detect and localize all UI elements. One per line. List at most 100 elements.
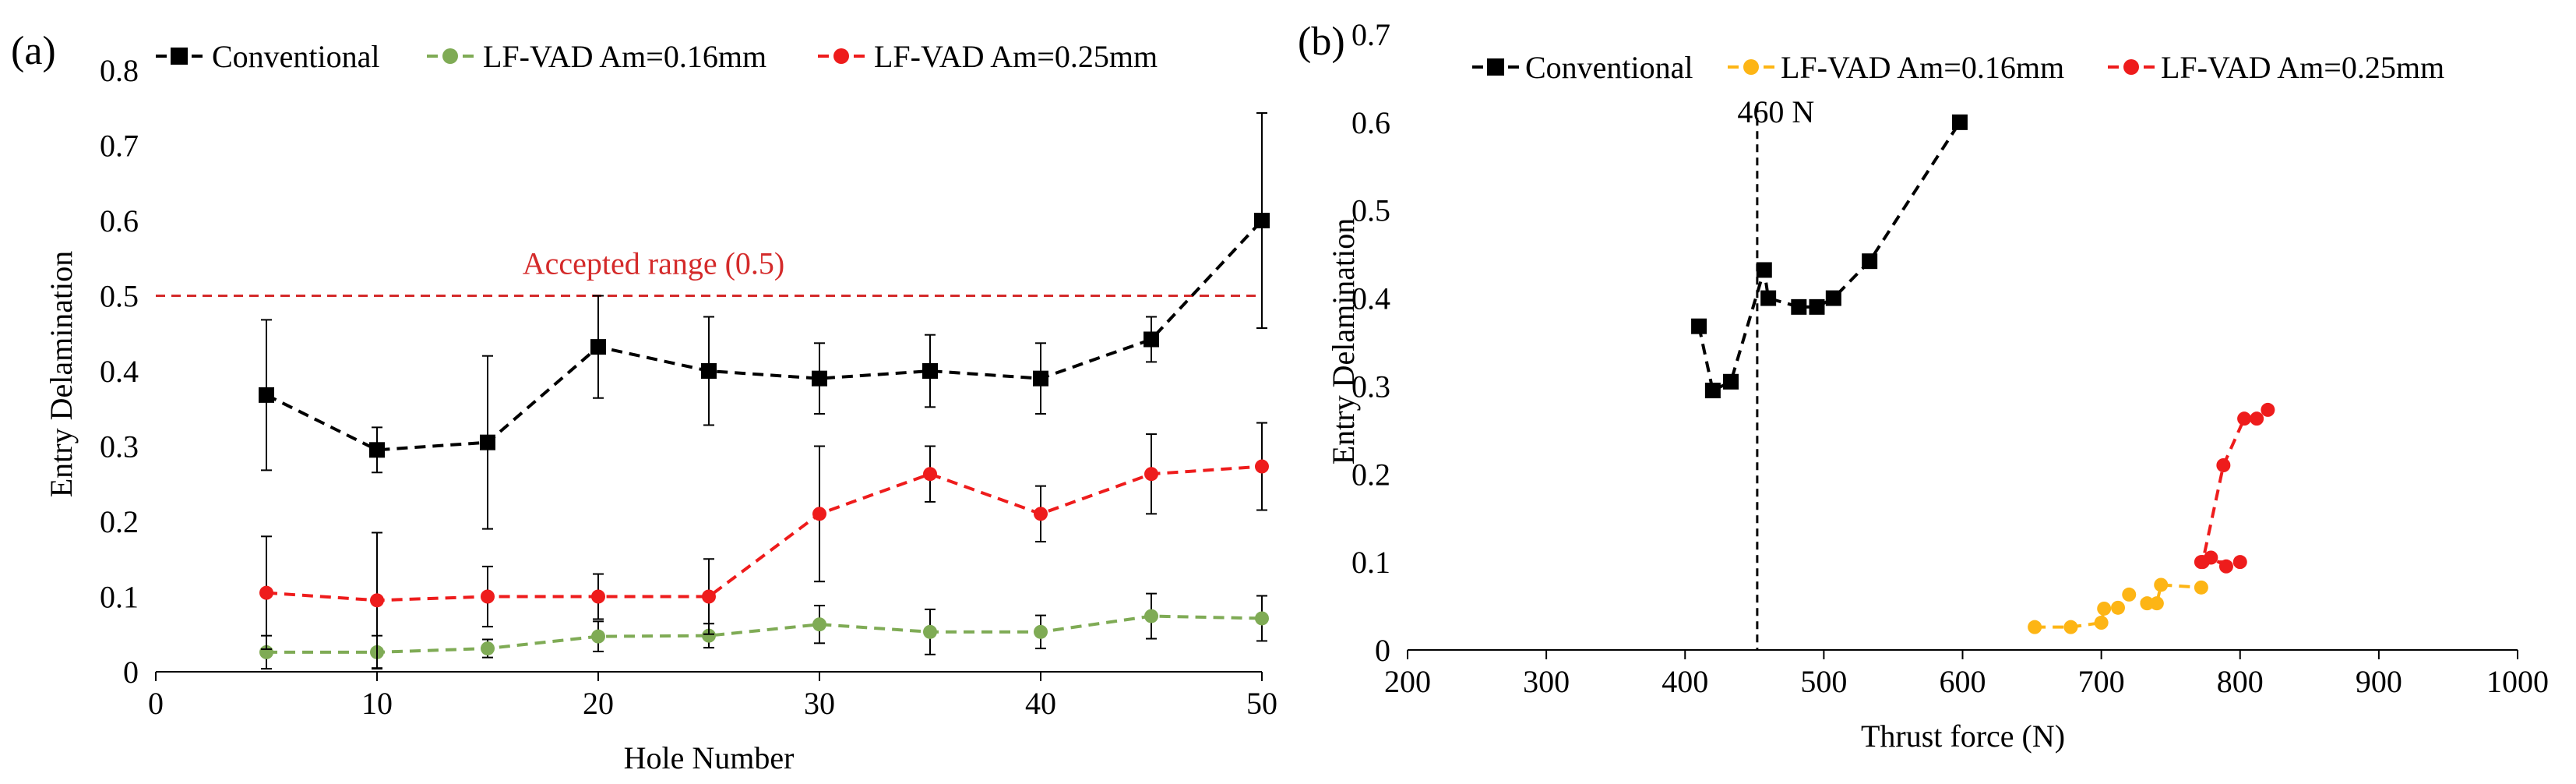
data-point [481, 641, 495, 655]
data-point [2097, 602, 2111, 616]
data-point [1034, 507, 1048, 521]
data-point [590, 339, 606, 355]
data-point [812, 617, 826, 631]
legend-a-conventional-marker [171, 48, 188, 65]
panel-a-y-ticks: 0 0.1 0.2 0.3 0.4 0.5 0.6 0.7 0.8 [100, 53, 139, 690]
data-point [2196, 555, 2210, 569]
y-tick-label: 0.1 [1351, 545, 1390, 580]
data-point [812, 371, 827, 387]
panel-a-x-ticks: 0 10 20 30 40 50 [148, 672, 1277, 721]
panel-b-x-title: Thrust force (N) [1861, 719, 2065, 754]
data-point [1791, 299, 1806, 315]
panel-b-threshold: 460 N [1737, 94, 1814, 650]
data-point [259, 387, 274, 403]
y-tick-label: 0.6 [100, 203, 139, 238]
x-tick-label: 50 [1246, 686, 1277, 721]
panel-a-legend: Conventional LF-VAD Am=0.16mm LF-VAD Am=… [156, 39, 1158, 74]
data-point [2219, 560, 2233, 574]
data-point [1144, 331, 1159, 347]
data-point [701, 363, 717, 379]
data-point [1826, 291, 1841, 306]
data-point [1034, 625, 1048, 639]
data-point [369, 442, 385, 457]
data-point [2233, 555, 2247, 569]
data-point [923, 467, 937, 481]
data-point [2250, 411, 2264, 426]
legend-b-conventional-label: Conventional [1525, 50, 1693, 85]
panel-a-label: (a) [11, 29, 56, 73]
data-point [480, 435, 495, 450]
data-point [1255, 611, 1269, 625]
y-tick-label: 0.4 [100, 354, 139, 389]
data-point [1254, 213, 1270, 228]
data-point [923, 625, 937, 639]
data-point [2154, 577, 2168, 592]
data-point [591, 590, 605, 604]
y-tick-label: 0 [123, 655, 139, 690]
y-tick-label: 0.3 [100, 429, 139, 464]
x-tick-label: 30 [804, 686, 835, 721]
panel-a-y-title: Entry Delamination [44, 251, 79, 498]
series-0 [1691, 115, 1968, 398]
data-point [1033, 371, 1048, 387]
data-point [1691, 319, 1707, 334]
data-point [1760, 291, 1776, 306]
series-line [1699, 122, 1960, 390]
y-tick-label: 0.1 [100, 580, 139, 615]
x-tick-label: 20 [583, 686, 614, 721]
panel-b-legend: Conventional LF-VAD Am=0.16mm LF-VAD Am=… [1472, 50, 2444, 85]
legend-a-vad016-marker [442, 48, 458, 64]
data-point [2063, 620, 2077, 634]
series-line [266, 616, 1262, 652]
series-1 [2028, 577, 2208, 634]
data-point [2028, 620, 2042, 634]
y-tick-label: 0.7 [100, 129, 139, 164]
legend-a-vad016-label: LF-VAD Am=0.16mm [483, 39, 766, 74]
legend-b-vad025-marker [2123, 59, 2139, 75]
legend-a-vad025-label: LF-VAD Am=0.25mm [874, 39, 1158, 74]
x-tick-label: 900 [2356, 664, 2402, 699]
panel-b-label: (b) [1298, 19, 1345, 64]
y-tick-label: 0 [1375, 633, 1390, 668]
x-tick-label: 1000 [2486, 664, 2549, 699]
legend-b-vad016-label: LF-VAD Am=0.16mm [1781, 50, 2064, 85]
series-0 [259, 113, 1270, 529]
x-tick-label: 0 [148, 686, 164, 721]
data-point [812, 507, 826, 521]
data-point [2150, 596, 2164, 610]
panel-a-reference: Accepted range (0.5) [156, 246, 1262, 296]
data-point [1862, 253, 1877, 269]
x-tick-label: 400 [1662, 664, 1708, 699]
data-point [2095, 616, 2109, 630]
x-tick-label: 500 [1800, 664, 1847, 699]
y-tick-label: 0.5 [100, 279, 139, 314]
panel-a-x-title: Hole Number [624, 740, 795, 775]
legend-b-vad025-label: LF-VAD Am=0.25mm [2161, 50, 2444, 85]
series-line [266, 467, 1262, 601]
legend-b-conventional-marker [1487, 58, 1504, 76]
data-point [1757, 262, 1772, 277]
series-2 [259, 423, 1269, 669]
y-tick-label: 0.2 [100, 504, 139, 539]
data-point [591, 630, 605, 644]
x-tick-label: 600 [1940, 664, 1986, 699]
series-line [2201, 410, 2268, 567]
legend-a-conventional-label: Conventional [212, 39, 380, 74]
data-point [2216, 458, 2230, 472]
series-1 [259, 594, 1269, 669]
x-tick-label: 200 [1384, 664, 1431, 699]
panel-b-y-title: Entry Delamination [1326, 218, 1361, 465]
data-point [2194, 581, 2208, 595]
panel-b-x-ticks: 200 300 400 500 600 700 800 900 1000 [1384, 650, 2549, 699]
data-point [2261, 403, 2275, 417]
data-point [1705, 383, 1721, 398]
x-tick-label: 300 [1523, 664, 1570, 699]
data-point [370, 593, 384, 607]
panel-b: (b) Conventional LF-VAD Am=0.16mm LF-VAD… [1298, 17, 2549, 754]
data-point [922, 363, 938, 379]
panel-b-series [1691, 115, 2275, 634]
data-point [1723, 374, 1739, 390]
x-tick-label: 10 [361, 686, 393, 721]
data-point [2237, 411, 2251, 426]
x-tick-label: 40 [1025, 686, 1056, 721]
